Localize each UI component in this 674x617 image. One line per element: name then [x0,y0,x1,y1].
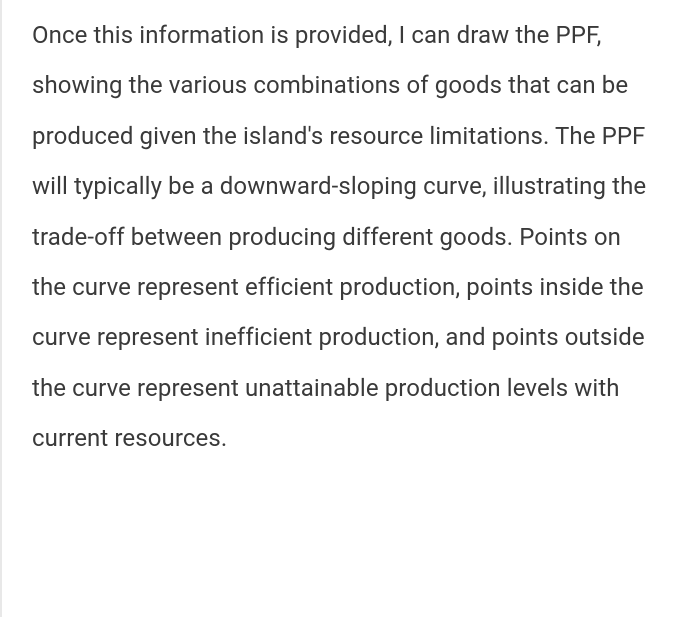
body-paragraph: Once this information is provided, I can… [32,10,654,464]
